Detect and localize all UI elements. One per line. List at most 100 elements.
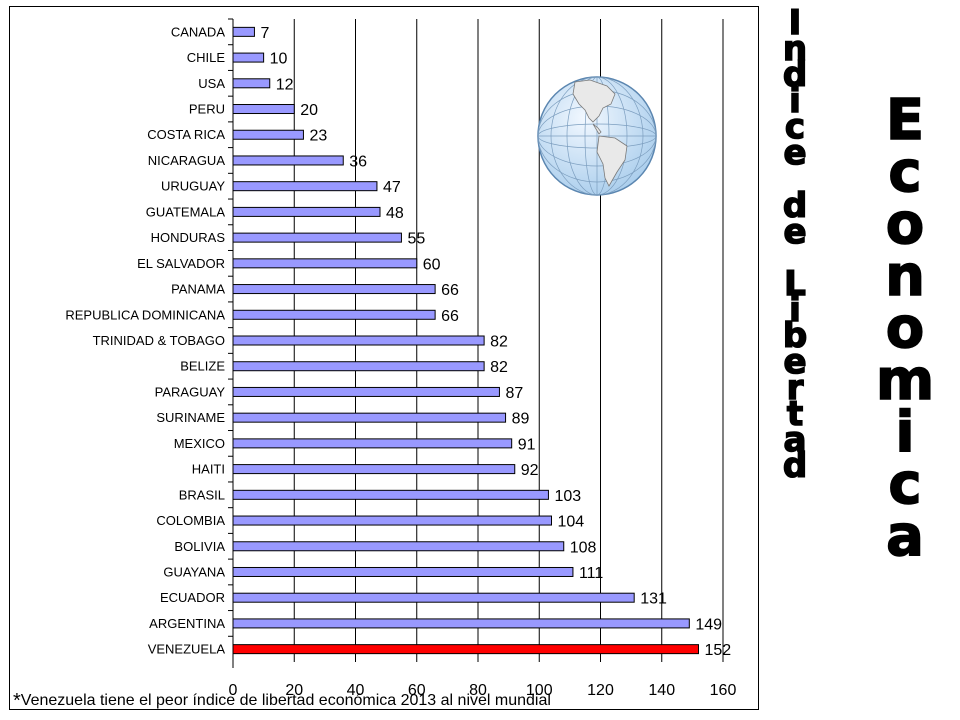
title-letter: E — [885, 88, 925, 153]
bar — [232, 258, 418, 269]
title-letter: e — [783, 133, 808, 174]
category-label: CANADA — [171, 24, 226, 39]
title-letter: I — [788, 3, 802, 43]
data-label: 149 — [695, 616, 722, 633]
bar — [232, 155, 344, 166]
x-tick-label: 60 — [408, 682, 426, 699]
footnote-star: * — [13, 690, 21, 712]
chart-frame: CANADA 7 CHILE 10 USA 12 PERU 20 COSTA RICA 23 NIC… — [9, 6, 759, 710]
x-tick-label: 0 — [229, 682, 238, 699]
title-letter: L — [783, 263, 806, 304]
title-letter: b — [782, 315, 808, 356]
category-label: GUATEMALA — [146, 204, 226, 219]
title-letter: c — [888, 452, 923, 517]
data-label: 20 — [300, 102, 318, 119]
bar — [232, 566, 574, 577]
title-letter: n — [884, 244, 925, 309]
bar — [232, 464, 516, 475]
category-label: HONDURAS — [151, 230, 226, 245]
category-label: PANAMA — [171, 282, 225, 297]
bar — [232, 309, 436, 320]
category-label: REPUBLICA DOMINICANA — [65, 307, 225, 322]
x-tick-label: 20 — [285, 682, 303, 699]
category-label: PARAGUAY — [155, 384, 226, 399]
bar — [232, 232, 402, 243]
bar — [232, 78, 271, 89]
title-letter: d — [782, 55, 808, 96]
data-label: 92 — [521, 462, 539, 479]
title-letter: r — [786, 368, 804, 409]
category-label: USA — [198, 76, 225, 91]
data-label: 82 — [490, 334, 508, 351]
data-label: 103 — [554, 488, 581, 505]
data-label: 12 — [276, 76, 294, 93]
data-label: 48 — [386, 205, 404, 222]
title-letter: a — [783, 420, 807, 461]
bar — [232, 618, 690, 629]
bar — [232, 386, 500, 397]
data-label: 82 — [490, 359, 508, 376]
bar — [232, 104, 295, 115]
globe-americas-icon — [537, 76, 657, 196]
category-label: ARGENTINA — [149, 616, 225, 631]
bar — [232, 52, 265, 63]
title-letter: o — [885, 296, 925, 361]
title-letter: e — [783, 211, 808, 252]
title-letter: d — [782, 446, 808, 487]
category-label: TRINIDAD & TOBAGO — [93, 333, 225, 348]
x-tick-label: 140 — [648, 682, 675, 699]
x-tick-label: 120 — [587, 682, 614, 699]
data-label: 108 — [570, 539, 597, 556]
category-label: HAITI — [192, 462, 225, 477]
category-label: EL SALVADOR — [137, 256, 225, 271]
title-letter: i — [895, 400, 916, 465]
category-label: PERU — [189, 102, 225, 117]
category-label: VENEZUELA — [148, 642, 226, 657]
bar — [232, 26, 255, 37]
bar — [232, 541, 565, 552]
data-label: 36 — [349, 153, 367, 170]
category-label: COLOMBIA — [156, 513, 225, 528]
data-label: 66 — [441, 308, 459, 325]
x-tick-label: 40 — [347, 682, 365, 699]
title-letter: t — [786, 394, 804, 435]
category-label: NICARAGUA — [148, 153, 226, 168]
title-letter: n — [782, 29, 808, 70]
data-label: 7 — [260, 25, 269, 42]
title-letter: c — [784, 107, 806, 148]
category-label: BELIZE — [180, 359, 225, 374]
title-letter: e — [783, 342, 808, 383]
bar — [232, 489, 549, 500]
title-letter: o — [885, 192, 925, 257]
bar — [232, 438, 513, 449]
category-label: ECUADOR — [160, 590, 225, 605]
category-label: MEXICO — [174, 436, 225, 451]
bar — [232, 206, 381, 217]
data-label: 23 — [309, 128, 327, 145]
bar — [232, 181, 378, 192]
category-label: CHILE — [187, 50, 226, 65]
bar — [232, 129, 304, 140]
bar — [232, 592, 635, 603]
bar — [232, 412, 507, 423]
data-label: 91 — [518, 436, 536, 453]
title-letter: i — [788, 289, 801, 330]
data-label: 89 — [512, 411, 530, 428]
title-letter: m — [875, 348, 935, 413]
bar — [232, 644, 699, 655]
bar — [232, 284, 436, 295]
data-label: 104 — [558, 514, 585, 531]
bar-chart: CANADA 7 CHILE 10 USA 12 PERU 20 COSTA RICA 23 NIC… — [65, 18, 736, 699]
bar — [232, 335, 485, 346]
title-letter: i — [788, 81, 801, 122]
data-label: 55 — [407, 231, 425, 248]
data-label: 111 — [579, 565, 603, 582]
data-label: 87 — [505, 385, 523, 402]
x-tick-label: 100 — [526, 682, 553, 699]
data-label: 47 — [383, 179, 401, 196]
category-label: BRASIL — [179, 487, 225, 502]
category-label: GUAYANA — [163, 564, 225, 579]
category-label: BOLIVIA — [174, 539, 225, 554]
